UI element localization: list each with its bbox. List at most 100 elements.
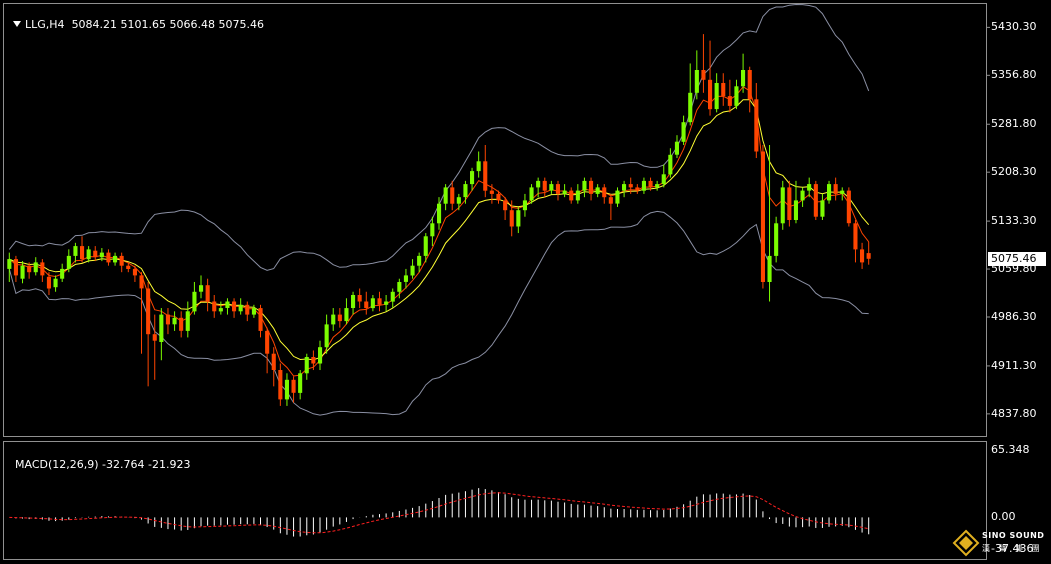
candle-body <box>265 330 270 354</box>
candle-body <box>549 184 554 191</box>
ohlc-label: 5084.21 5101.65 5066.48 5075.46 <box>71 18 265 31</box>
candle-body <box>337 314 342 322</box>
y-tick-label: 4986.30 <box>991 309 1037 323</box>
candle-body <box>351 295 356 308</box>
candle-body <box>820 200 825 217</box>
candle-body <box>628 184 633 188</box>
macd-pane <box>3 441 987 560</box>
candle-body <box>403 275 408 282</box>
candle-body <box>357 295 362 302</box>
candle-body <box>410 265 415 276</box>
candle-body <box>126 265 131 269</box>
candle-body <box>463 184 468 198</box>
candle-body <box>714 83 719 110</box>
candle-body <box>608 197 613 204</box>
candle-body <box>787 187 792 220</box>
candle-body <box>813 184 818 217</box>
candle-body <box>496 193 501 201</box>
candle-body <box>291 379 296 393</box>
candle-body <box>179 317 184 331</box>
candle-body <box>80 246 85 260</box>
candle-body <box>192 291 197 312</box>
candle-body <box>13 259 18 276</box>
candle-body <box>833 184 838 194</box>
candle-body <box>318 347 323 364</box>
candle-body <box>245 304 250 315</box>
candle-body <box>470 171 475 185</box>
candle-body <box>866 253 871 259</box>
candle-body <box>99 252 104 258</box>
candle-body <box>132 268 137 276</box>
candle-body <box>218 308 223 312</box>
macd-tick-label: 65.348 <box>991 443 1030 456</box>
slow-ma-line <box>9 99 870 361</box>
candle-body <box>370 298 375 309</box>
candle-body <box>529 187 534 201</box>
candle-body <box>40 262 45 276</box>
candle-body <box>172 317 177 325</box>
candle-body <box>555 184 560 194</box>
candle-body <box>747 70 752 100</box>
diamond-logo-icon <box>952 529 980 557</box>
candle-body <box>793 200 798 220</box>
candle-body <box>860 249 865 263</box>
candle-body <box>113 255 118 263</box>
candle-body <box>93 250 98 258</box>
candle-body <box>767 255 772 282</box>
candle-body <box>668 154 673 175</box>
candle-body <box>582 180 587 191</box>
candle-body <box>27 265 32 273</box>
candle-body <box>152 334 157 341</box>
candle-body <box>86 249 91 260</box>
candle-body <box>238 304 243 312</box>
macd-tick-label: -37.436 <box>991 542 1034 555</box>
candle-body <box>562 190 567 194</box>
candle-body <box>417 255 422 266</box>
candle-body <box>694 70 699 93</box>
symbol-label: LLG,H4 <box>25 18 65 31</box>
candle-body <box>741 70 746 87</box>
candle-body <box>397 282 402 292</box>
candle-body <box>271 353 276 370</box>
candle-body <box>324 324 329 348</box>
main-pane <box>3 3 987 437</box>
candle-body <box>483 161 488 191</box>
dropdown-triangle-icon[interactable] <box>13 21 21 27</box>
y-tick-label: 5133.30 <box>991 214 1037 228</box>
sino-sound-logo <box>952 529 980 557</box>
chart-header: LLG,H4 5084.21 5101.65 5066.48 5075.46 <box>6 5 264 31</box>
candle-body <box>840 190 845 194</box>
candle-body <box>139 275 144 289</box>
candle-body <box>641 180 646 191</box>
candle-body <box>205 285 210 302</box>
candle-body <box>456 197 461 204</box>
candle-body <box>53 278 58 288</box>
candle-body <box>331 314 336 325</box>
candle-body <box>774 223 779 256</box>
macd-header: MACD(12,26,9) -32.764 -21.923 <box>8 445 190 471</box>
candle-body <box>800 190 805 201</box>
y-axis-ticks <box>986 26 990 415</box>
fast-ma-line <box>8 86 870 377</box>
candle-body <box>754 99 759 152</box>
candle-body <box>225 301 230 308</box>
candle-body <box>853 223 858 250</box>
candle-body <box>509 210 514 227</box>
candle-body <box>377 298 382 305</box>
candle-body <box>278 370 283 400</box>
logo-name: SINO SOUND <box>982 531 1045 540</box>
candle-body <box>146 288 151 335</box>
candle-body <box>489 190 494 194</box>
candle-body <box>734 86 739 106</box>
candle-body <box>311 357 316 364</box>
y-tick-label: 4837.80 <box>991 406 1037 420</box>
candle-body <box>119 255 124 266</box>
candle-body <box>232 301 237 312</box>
y-tick-label: 5430.30 <box>991 20 1037 34</box>
candle-body <box>251 308 256 315</box>
candle-body <box>635 187 640 191</box>
candle-body <box>423 236 428 256</box>
candle-body <box>516 210 521 227</box>
candle-body <box>760 151 765 282</box>
